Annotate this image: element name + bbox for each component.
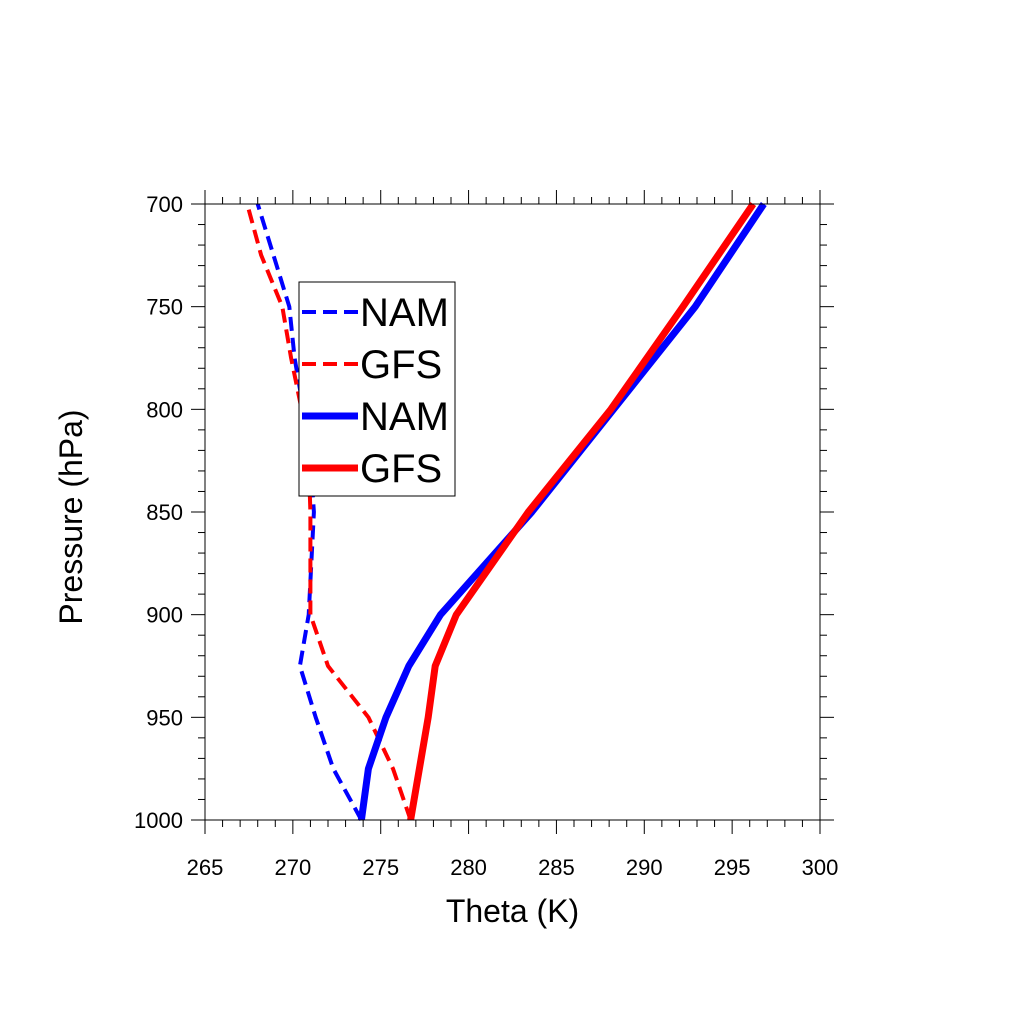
- series-line-gfs-solid: [407, 202, 757, 821]
- y-tick-label: 800: [146, 397, 183, 422]
- y-tick-label: 750: [146, 295, 183, 320]
- legend-label: NAM: [360, 395, 449, 439]
- x-tick-label: 275: [362, 855, 399, 880]
- x-tick-label: 290: [626, 855, 663, 880]
- y-tick-label: 850: [146, 500, 183, 525]
- x-tick-label: 280: [450, 855, 487, 880]
- y-axis-title: Pressure (hPa): [53, 409, 89, 624]
- y-tick-label: 1000: [134, 808, 183, 833]
- y-tick-label: 700: [146, 192, 183, 217]
- x-axis-title: Theta (K): [446, 893, 579, 929]
- y-tick-label: 950: [146, 705, 183, 730]
- axis-tick-labels: 265 270 275 280 285 290 295 300 700 750 800 850 900 9…: [134, 192, 838, 880]
- legend-label: NAM: [360, 291, 449, 335]
- legend: NAM GFS NAM GFS: [298, 281, 456, 497]
- legend-box: [298, 281, 456, 497]
- x-tick-label: 300: [802, 855, 839, 880]
- x-tick-label: 295: [714, 855, 751, 880]
- x-tick-label: 270: [274, 855, 311, 880]
- axis-ticks: [191, 190, 834, 834]
- plot-frame: [204, 203, 821, 821]
- x-tick-label: 285: [538, 855, 575, 880]
- series-line-nam-solid: [357, 202, 767, 821]
- y-tick-label: 900: [146, 603, 183, 628]
- x-tick-label: 265: [187, 855, 224, 880]
- legend-label: GFS: [360, 447, 442, 491]
- legend-label: GFS: [360, 343, 442, 387]
